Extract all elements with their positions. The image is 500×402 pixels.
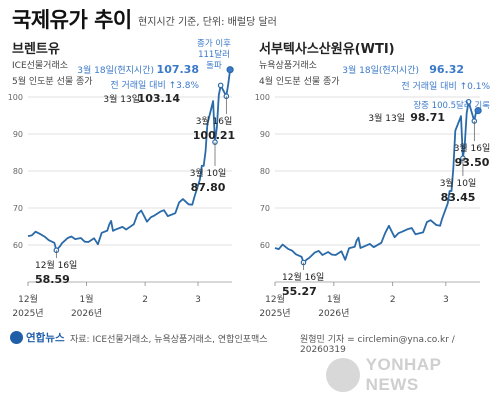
chart-contract: 5월 인도분 선물 종가: [12, 75, 93, 87]
yonhap-logo: 연합뉴스: [10, 330, 65, 345]
data-point-marker: [465, 98, 472, 105]
annotation-date-label: 12월 16일: [282, 271, 324, 283]
x-tick-label: 12월: [265, 293, 285, 305]
data-point-marker: [474, 107, 482, 115]
change-label: 전 거래일 대비 ↑0.1%: [401, 81, 490, 92]
y-tick-label: 70: [13, 204, 23, 213]
chart-title: 서부텍사스산원유(WTI): [259, 41, 395, 57]
y-tick-label: 60: [260, 241, 270, 250]
annotation-date-label: 3월 10일: [440, 177, 477, 189]
x-tick-year-label: 2026년: [318, 308, 349, 319]
x-tick-label: 3: [443, 295, 449, 305]
annotation-date-label: 12월 16일: [35, 259, 77, 271]
y-tick-label: 90: [260, 130, 270, 139]
y-tick-label: 80: [13, 167, 23, 176]
annotation-value: 93.50: [455, 156, 490, 169]
chart-exchange: ICE선물거래소: [12, 60, 68, 71]
watermark-globe-icon: [326, 358, 360, 392]
annotation-value: 55.27: [282, 285, 317, 298]
data-point-marker: [226, 66, 234, 74]
y-tick-label: 90: [13, 130, 23, 139]
y-tick-label: 100: [8, 93, 23, 102]
intraday-note: 장중 100.5달러 기록: [413, 100, 490, 111]
yonhap-logo-icon: [10, 331, 23, 344]
x-tick-year-label: 2025년: [12, 308, 43, 319]
annotation-value: 83.45: [441, 191, 476, 204]
price-line: [27, 69, 231, 252]
annotation-date-label: 3월 18일(현지시간): [77, 64, 154, 76]
x-tick-label: 1월: [327, 293, 341, 305]
page-subtitle: 현지시간 기준, 단위: 배럴당 달러: [138, 17, 277, 28]
y-tick-label: 100: [255, 93, 270, 102]
annotation-value: 100.21: [193, 129, 235, 142]
x-tick-label: 2: [390, 295, 396, 305]
chart-title: 브렌트유: [12, 41, 60, 57]
x-tick-year-label: 2025년: [259, 308, 290, 319]
y-tick-label: 80: [260, 167, 270, 176]
x-tick-label: 2: [142, 295, 148, 305]
change-label: 전 거래일 대비 ↑3.8%: [110, 80, 199, 91]
annotation-value: 98.71: [410, 111, 445, 124]
y-tick-label: 70: [260, 204, 270, 213]
intraday-note: 111달러: [198, 49, 230, 60]
intraday-note: 돌파: [206, 61, 222, 71]
annotation-value: 107.38: [157, 63, 199, 76]
y-tick-label: 60: [13, 241, 23, 250]
annotation-date-label: 3월 18일(현지시간): [342, 64, 419, 76]
annotation-date-label: 3월 10일: [190, 167, 227, 179]
chart-contract: 4월 인도분 선물 종가: [259, 75, 340, 87]
credit-text: 원형민 기자 = circlemin@yna.co.kr / 20260319: [300, 335, 455, 355]
chart-exchange: 뉴욕상품거래소: [259, 60, 317, 71]
annotation-value: 96.32: [429, 63, 464, 76]
x-tick-label: 3: [195, 295, 201, 305]
data-point-marker: [217, 82, 224, 89]
x-tick-label: 1월: [80, 293, 94, 305]
intraday-note: 종가 이후: [197, 38, 231, 49]
source-text: 자료: ICE선물거래소, 뉴욕상품거래소, 연합인포맥스: [70, 335, 268, 345]
yonhap-news-watermark: YONHAP NEWS: [326, 352, 498, 398]
annotation-date-label: 3월 13일: [368, 112, 405, 124]
x-tick-year-label: 2026년: [71, 308, 102, 319]
annotation-value: 103.14: [138, 92, 181, 105]
annotation-date-label: 3월 16일: [196, 115, 233, 127]
watermark-text: YONHAP NEWS: [365, 355, 442, 394]
annotation-date-label: 3월 13일: [103, 93, 140, 105]
price-line: [274, 100, 479, 264]
annotation-date-label: 3월 16일: [454, 142, 491, 154]
x-tick-label: 12월: [18, 293, 38, 305]
page-title: 국제유가 추이: [12, 8, 132, 32]
logo-text: 연합뉴스: [26, 332, 65, 344]
annotation-value: 87.80: [191, 181, 226, 194]
annotation-value: 58.59: [35, 273, 70, 286]
